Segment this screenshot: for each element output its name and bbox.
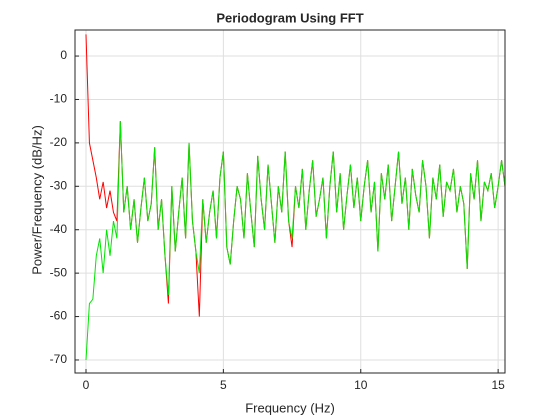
y-tick-label: -60 [50,309,68,323]
y-tick-label: -30 [50,178,68,192]
x-tick-label: 0 [83,378,90,392]
y-axis-label: Power/Frequency (dB/Hz) [29,125,44,275]
series-line [85,121,506,361]
axes-box [74,29,506,374]
y-tick-label: -70 [50,352,68,366]
y-tick-label: 0 [60,48,67,62]
x-tick-label: 15 [491,378,505,392]
y-tick-label: -20 [50,135,68,149]
x-tick-label: 10 [354,378,368,392]
y-tick-label: -10 [50,92,68,106]
x-axis-label: Frequency (Hz) [245,400,335,415]
x-tick-label: 5 [220,378,227,392]
y-tick-label: -50 [50,265,68,279]
chart-title: Periodogram Using FFT [216,10,363,25]
y-tick-label: -40 [50,222,68,236]
